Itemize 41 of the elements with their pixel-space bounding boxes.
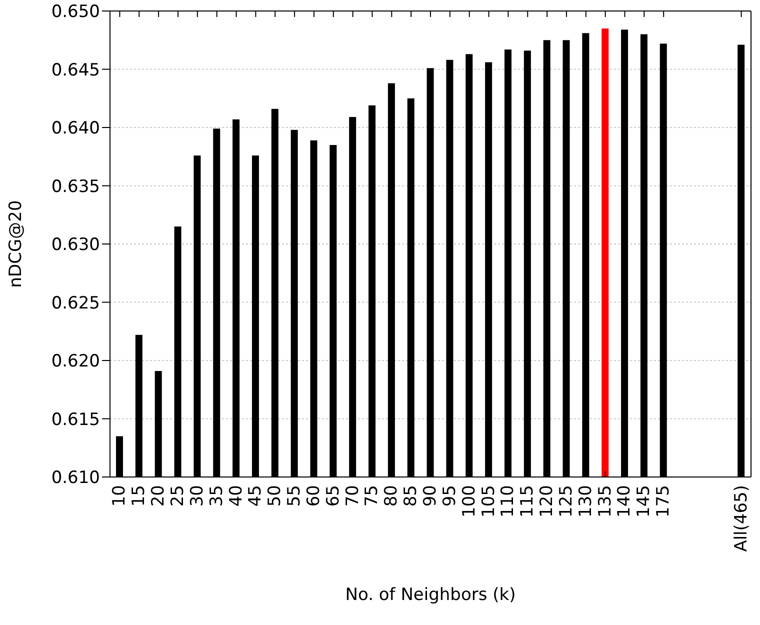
x-tick-label: 95 (440, 485, 460, 507)
x-tick-label: 125 (556, 485, 576, 518)
x-tick-label: 70 (342, 485, 363, 507)
x-tick-label: 15 (129, 485, 150, 507)
x-tick-label: 40 (226, 485, 246, 507)
x-tick-label: 85 (401, 485, 422, 507)
x-tick-label: 55 (284, 485, 305, 507)
y-tick-label: 0.625 (51, 293, 100, 314)
x-tick-label: 50 (265, 485, 286, 507)
x-tick-label: 25 (168, 485, 188, 507)
y-tick-label: 0.610 (51, 468, 100, 488)
x-tick-label: 120 (537, 485, 558, 518)
x-tick-label: 110 (498, 485, 518, 518)
x-tick-label: 30 (187, 485, 208, 507)
x-tick-label: 175 (654, 485, 674, 518)
x-tick-label: 145 (634, 485, 654, 518)
x-tick-label: 130 (576, 485, 596, 518)
x-tick-label: 140 (614, 485, 635, 518)
x-tick-label: 75 (362, 485, 382, 507)
y-tick-label: 0.640 (51, 118, 100, 139)
x-tick-label: 105 (478, 485, 499, 518)
y-tick-label: 0.615 (51, 410, 100, 430)
x-tick-label: 10 (110, 485, 130, 507)
x-tick-label: 60 (304, 485, 324, 507)
x-tick-label: 45 (246, 485, 266, 507)
x-tick-label: 135 (595, 485, 616, 518)
y-tick-label: 0.620 (51, 352, 100, 372)
x-tick-label: 100 (459, 485, 480, 518)
x-tick-label: 90 (420, 485, 440, 507)
x-tick-label: 65 (323, 485, 344, 507)
y-tick-label: 0.650 (51, 2, 100, 22)
y-tick-label: 0.630 (51, 235, 100, 256)
x-tick-label: All(465) (731, 485, 752, 552)
x-axis-title: No. of Neighbors (k) (345, 585, 516, 605)
x-tick-label: 115 (518, 485, 538, 518)
y-axis-title: nDCG@20 (6, 200, 26, 288)
y-tick-label: 0.635 (51, 176, 100, 197)
x-tick-label: 80 (382, 485, 402, 507)
y-tick-label: 0.645 (51, 60, 100, 80)
x-tick-label: 20 (148, 485, 169, 507)
x-tick-label: 35 (206, 485, 227, 507)
